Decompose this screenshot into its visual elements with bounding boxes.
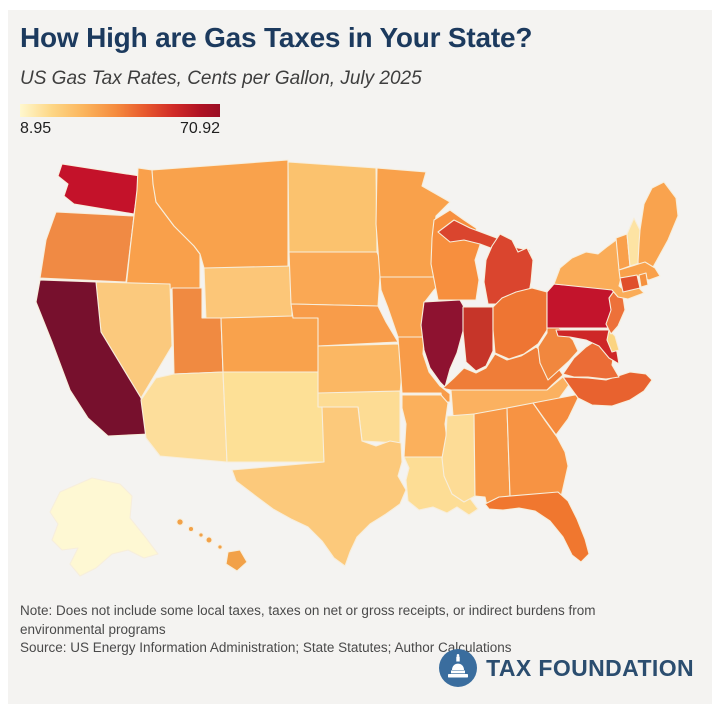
state-indiana — [462, 306, 494, 372]
page-title: How High are Gas Taxes in Your State? — [20, 22, 533, 53]
state-connecticut — [619, 274, 641, 293]
footnotes: Note: Does not include some local taxes,… — [20, 602, 660, 658]
state-rhode-island — [638, 272, 649, 288]
state-south-carolina — [532, 393, 581, 436]
tax-foundation-logo: TAX FOUNDATION — [438, 648, 694, 688]
state-new-mexico — [222, 371, 325, 463]
state-illinois — [420, 299, 465, 388]
state-washington — [57, 163, 141, 215]
state-arizona — [140, 371, 228, 463]
capitol-dome-icon — [439, 649, 478, 687]
state-texas — [231, 406, 407, 567]
state-montana — [151, 159, 289, 269]
state-wyoming — [203, 265, 293, 321]
state-north-carolina — [562, 371, 653, 407]
state-north-dakota — [287, 161, 378, 253]
legend-max-label: 70.92 — [179, 120, 220, 137]
infographic-panel: How High are Gas Taxes in Your State? US… — [8, 10, 712, 704]
state-florida — [484, 491, 590, 563]
state-kansas — [317, 343, 405, 394]
state-oregon — [39, 211, 135, 283]
state-alabama — [473, 407, 511, 509]
page-subtitle: US Gas Tax Rates, Cents per Gallon, July… — [20, 68, 422, 89]
legend-min-label: 8.95 — [20, 120, 52, 137]
state-maine — [637, 181, 679, 285]
state-south-dakota — [288, 251, 382, 307]
state-california — [35, 279, 150, 437]
note-text: Note: Does not include some local taxes,… — [20, 603, 596, 637]
state-ohio — [492, 287, 548, 360]
state-new-jersey — [605, 290, 626, 335]
state-hawaii — [176, 518, 248, 572]
source-text: Source: US Energy Information Administra… — [20, 640, 512, 656]
state-colorado — [220, 313, 323, 373]
state-delaware — [606, 329, 620, 353]
state-missouri — [397, 336, 451, 403]
state-alaska — [49, 477, 159, 577]
logo-text: TAX FOUNDATION — [486, 654, 694, 681]
gradient-bar — [20, 104, 220, 117]
state-nebraska — [290, 303, 399, 347]
us-choropleth-map — [35, 159, 679, 577]
color-scale-legend: 8.95 70.92 — [20, 104, 220, 138]
